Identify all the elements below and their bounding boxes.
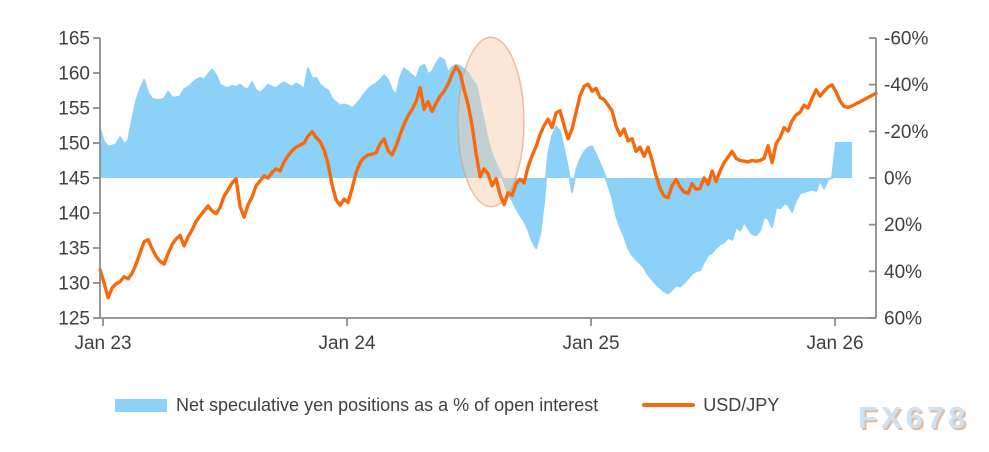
line-legend-swatch bbox=[642, 403, 696, 407]
left-axis-tick-label: 135 bbox=[58, 239, 90, 260]
left-axis-tick-label: 165 bbox=[58, 29, 90, 50]
legend: Net speculative yen positions as a % of … bbox=[0, 390, 989, 420]
right-axis-tick-label: 0% bbox=[884, 169, 912, 190]
watermark-fx678: FX678 bbox=[858, 400, 970, 435]
right-axis-tick-label: 20% bbox=[884, 215, 922, 236]
left-axis-tick-label: 155 bbox=[58, 99, 90, 120]
x-axis-tick-label: Jan 23 bbox=[74, 333, 131, 354]
line-legend-label: USD/JPY bbox=[703, 394, 780, 415]
right-axis-tick-label: -60% bbox=[884, 29, 928, 50]
left-axis-tick-label: 145 bbox=[58, 169, 90, 190]
right-axis-tick-label: 60% bbox=[884, 309, 922, 330]
right-axis-tick-label: -20% bbox=[884, 122, 928, 143]
left-axis-tick-label: 140 bbox=[58, 204, 90, 225]
right-axis-tick-label: 40% bbox=[884, 262, 922, 283]
left-axis-tick-label: 150 bbox=[58, 134, 90, 155]
x-axis-tick-label: Jan 25 bbox=[562, 333, 619, 354]
area-legend-label: Net speculative yen positions as a % of … bbox=[176, 394, 599, 415]
x-axis-tick-label: Jan 24 bbox=[318, 333, 375, 354]
usdjpy-line bbox=[98, 64, 878, 300]
right-axis-tick-label: -40% bbox=[884, 75, 928, 96]
left-axis-tick-label: 160 bbox=[58, 64, 90, 85]
left-axis-tick-label: 130 bbox=[58, 274, 90, 295]
highlight-ellipse bbox=[457, 36, 525, 208]
x-axis-tick-label: Jan 26 bbox=[806, 333, 863, 354]
left-axis-tick-label: 125 bbox=[58, 309, 90, 330]
area-legend-swatch bbox=[115, 398, 167, 412]
